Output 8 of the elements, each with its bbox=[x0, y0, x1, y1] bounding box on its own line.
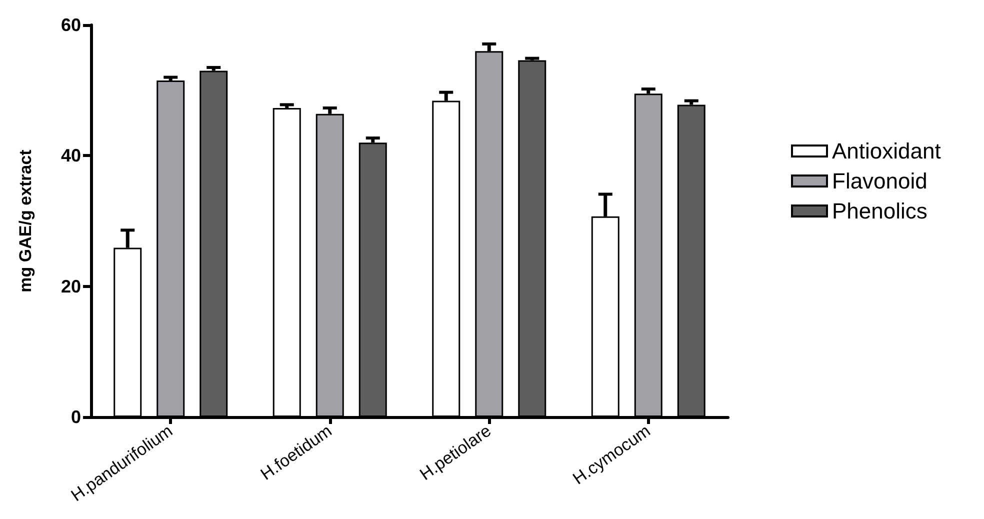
y-tick-label: 40 bbox=[60, 146, 81, 166]
legend-label: Antioxidant bbox=[832, 138, 941, 164]
legend-label: Phenolics bbox=[832, 198, 928, 224]
legend-label: Flavonoid bbox=[832, 168, 928, 194]
y-tick-label: 60 bbox=[60, 15, 81, 35]
y-tick-label: 0 bbox=[70, 407, 81, 427]
y-axis-title: mg GAE/g extract bbox=[16, 149, 35, 292]
y-tick-label: 20 bbox=[60, 276, 81, 296]
